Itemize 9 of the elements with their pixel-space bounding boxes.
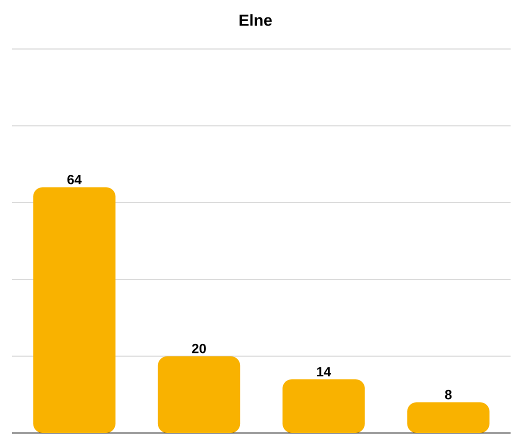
bar [158, 356, 240, 433]
bar [407, 402, 490, 433]
chart-title: Elne [240, 14, 272, 26]
data-label: 20 [192, 344, 206, 354]
bar [282, 379, 365, 433]
data-label: 64 [67, 174, 82, 184]
data-label: 8 [445, 390, 452, 400]
bar [33, 187, 116, 433]
data-label: 14 [317, 367, 332, 376]
